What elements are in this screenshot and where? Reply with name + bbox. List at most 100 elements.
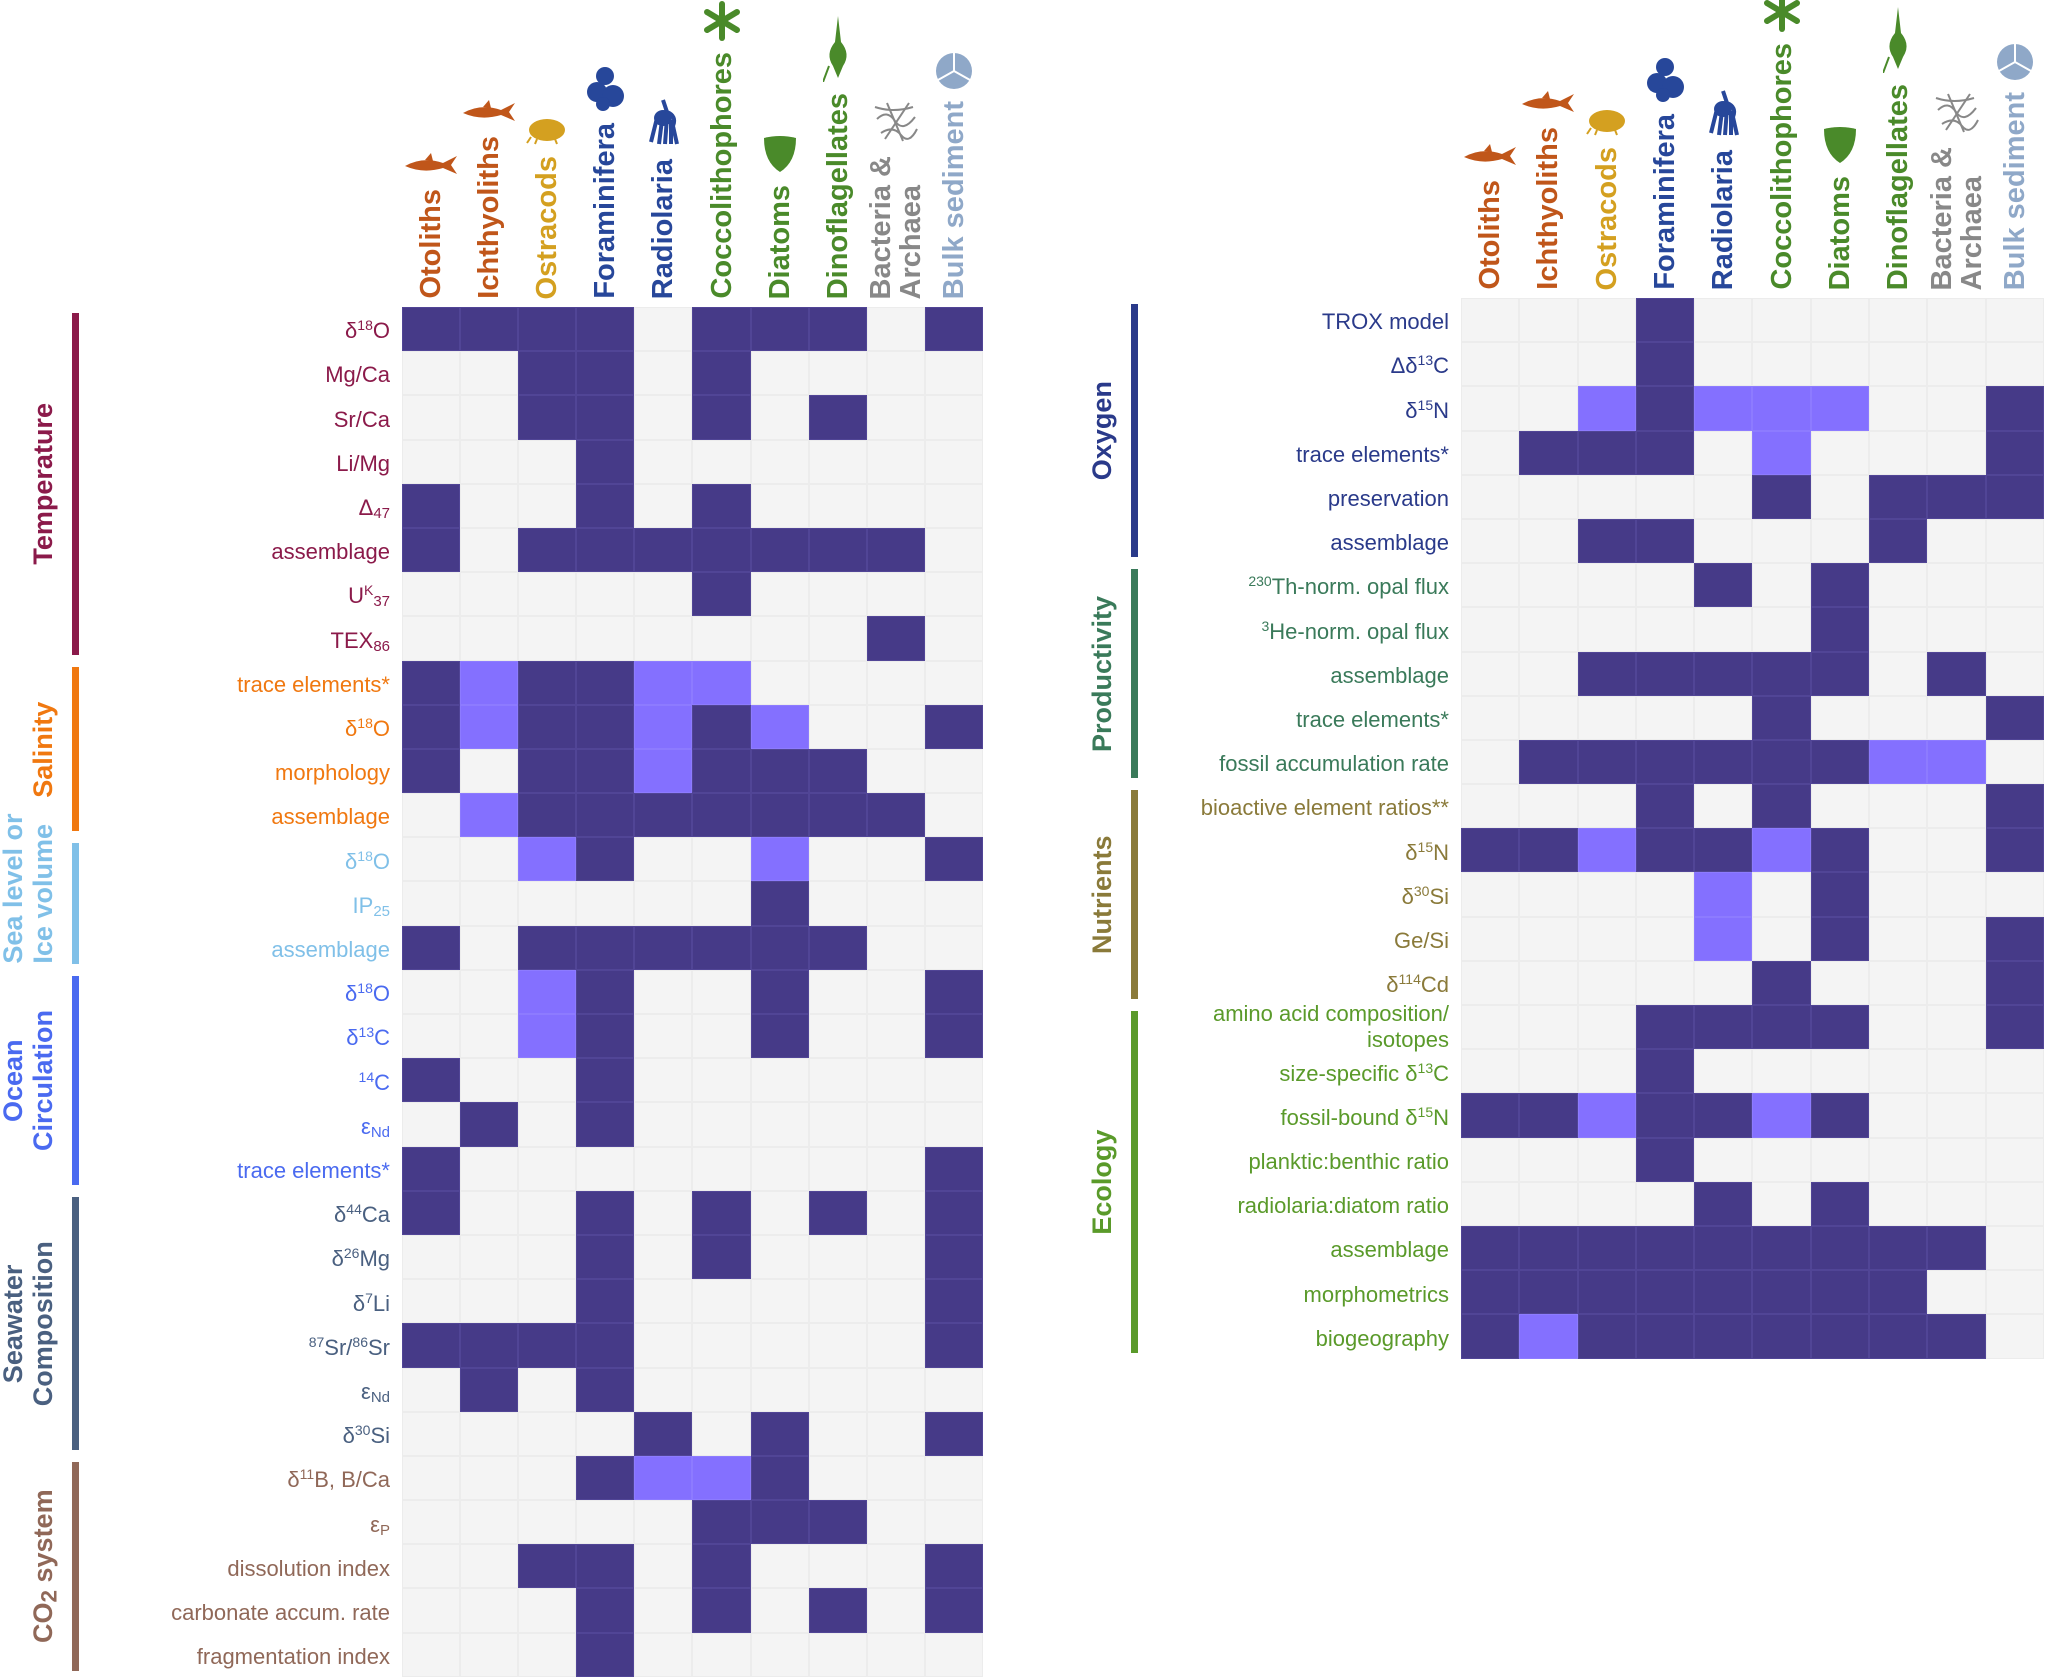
heatmap-cell bbox=[402, 1058, 461, 1103]
heatmap-cell bbox=[634, 1500, 693, 1545]
heatmap-cell bbox=[924, 527, 983, 573]
heatmap-cell bbox=[576, 1367, 635, 1412]
heatmap-cell bbox=[576, 1058, 635, 1103]
heatmap-cell bbox=[1985, 872, 2044, 917]
heatmap-cell bbox=[1985, 784, 2044, 829]
heatmap-cell bbox=[518, 1500, 577, 1545]
heatmap-cell bbox=[692, 1367, 751, 1412]
heatmap-cell bbox=[402, 837, 461, 882]
heatmap-cell bbox=[518, 1102, 577, 1147]
heatmap-cell bbox=[576, 1588, 635, 1633]
heatmap-cell bbox=[1985, 1049, 2044, 1094]
heatmap-cell bbox=[402, 1367, 461, 1412]
heatmap-cell bbox=[866, 1014, 925, 1059]
heatmap-cell bbox=[808, 1455, 867, 1501]
heatmap-cell bbox=[634, 395, 693, 440]
heatmap-cell bbox=[750, 527, 809, 573]
heatmap-cell bbox=[692, 439, 751, 484]
heatmap-cell bbox=[750, 1234, 809, 1280]
heatmap-cell bbox=[1635, 695, 1695, 740]
heatmap-cell bbox=[808, 1190, 867, 1235]
row-label: δ18O bbox=[345, 980, 390, 1007]
group-label: Ocean Circulation bbox=[0, 1010, 58, 1152]
heatmap-cell bbox=[518, 1279, 577, 1324]
heatmap-cell bbox=[1927, 1093, 1986, 1138]
heatmap-cell bbox=[518, 1323, 577, 1368]
row-label: assemblage bbox=[271, 539, 390, 565]
heatmap-cell bbox=[692, 925, 751, 970]
heatmap-cell bbox=[924, 881, 983, 926]
heatmap-cell bbox=[808, 1014, 867, 1059]
heatmap-cell bbox=[924, 793, 983, 838]
heatmap-cell bbox=[1869, 1137, 1928, 1182]
heatmap-cell bbox=[1869, 607, 1928, 652]
heatmap-cell bbox=[866, 1058, 925, 1103]
row-label: preservation bbox=[1327, 485, 1449, 511]
heatmap-cell bbox=[1810, 784, 1870, 829]
heatmap-cell bbox=[924, 1455, 983, 1501]
heatmap-cell bbox=[576, 527, 635, 573]
heatmap-cell bbox=[1635, 563, 1695, 608]
row-label: δ114Cd bbox=[1386, 971, 1449, 998]
heatmap-cell bbox=[402, 395, 461, 440]
heatmap-cell bbox=[1519, 960, 1578, 1005]
heatmap-cell bbox=[1519, 1137, 1578, 1182]
row-label: 87Sr/86Sr bbox=[308, 1333, 390, 1360]
heatmap-cell bbox=[1927, 607, 1986, 652]
heatmap-cell bbox=[1927, 1005, 1986, 1050]
heatmap-cell bbox=[866, 1279, 925, 1324]
row-label: εP bbox=[370, 1511, 390, 1539]
heatmap-cell bbox=[1519, 695, 1578, 740]
heatmap-cell bbox=[1635, 1049, 1695, 1094]
heatmap-cell bbox=[460, 527, 519, 573]
heatmap-cell bbox=[1927, 563, 1986, 608]
heatmap-cell bbox=[1461, 1137, 1520, 1182]
row-label: carbonate accum. rate bbox=[171, 1599, 390, 1625]
heatmap-cell bbox=[1519, 1093, 1578, 1138]
heatmap-cell bbox=[634, 660, 693, 705]
heatmap-cell bbox=[808, 483, 867, 528]
row-label: δ13C bbox=[346, 1024, 390, 1051]
heatmap-cell bbox=[1694, 342, 1753, 387]
heatmap-cell bbox=[1519, 828, 1578, 873]
heatmap-cell bbox=[924, 572, 983, 617]
heatmap-cell bbox=[1985, 651, 2044, 696]
heatmap-cell bbox=[1752, 695, 1811, 740]
heatmap-cell bbox=[518, 1234, 577, 1280]
heatmap-cell bbox=[576, 793, 635, 838]
heatmap-cell bbox=[1694, 386, 1753, 431]
heatmap-cell bbox=[1810, 960, 1870, 1005]
heatmap-cell bbox=[750, 1588, 809, 1633]
heatmap-cell bbox=[750, 748, 809, 794]
heatmap-cell bbox=[1577, 960, 1636, 1005]
heatmap-cell bbox=[1752, 563, 1811, 608]
heatmap-cell bbox=[924, 483, 983, 528]
row-label: δ30Si bbox=[1401, 882, 1449, 909]
heatmap-cell bbox=[1985, 563, 2044, 608]
heatmap-cell bbox=[924, 660, 983, 705]
heatmap-cell bbox=[1985, 1181, 2044, 1226]
heatmap-cell bbox=[518, 748, 577, 794]
heatmap-cell bbox=[924, 1190, 983, 1235]
heatmap-cell bbox=[1985, 960, 2044, 1005]
heatmap-cell bbox=[402, 925, 461, 970]
column-header: Foraminifera bbox=[1636, 0, 1694, 290]
heatmap-cell bbox=[924, 1146, 983, 1191]
heatmap-cell bbox=[1985, 1270, 2044, 1315]
column-header: Ostracods bbox=[1578, 0, 1636, 290]
heatmap-cell bbox=[576, 439, 635, 484]
heatmap-cell bbox=[1752, 1049, 1811, 1094]
heatmap-cell bbox=[1461, 563, 1520, 608]
heatmap-cell bbox=[1810, 386, 1870, 431]
heatmap-cell bbox=[402, 1146, 461, 1191]
heatmap-cell bbox=[518, 351, 577, 396]
heatmap-cell bbox=[402, 1323, 461, 1368]
heatmap-cell bbox=[924, 1323, 983, 1368]
row-label: dissolution index bbox=[227, 1555, 390, 1581]
heatmap-cell bbox=[1810, 1314, 1870, 1359]
dinoflagellate-icon bbox=[821, 15, 853, 87]
heatmap-cell bbox=[750, 572, 809, 617]
row-label: trace elements* bbox=[1296, 706, 1449, 732]
coccolith-icon bbox=[1762, 0, 1802, 37]
heatmap-cell bbox=[1752, 342, 1811, 387]
